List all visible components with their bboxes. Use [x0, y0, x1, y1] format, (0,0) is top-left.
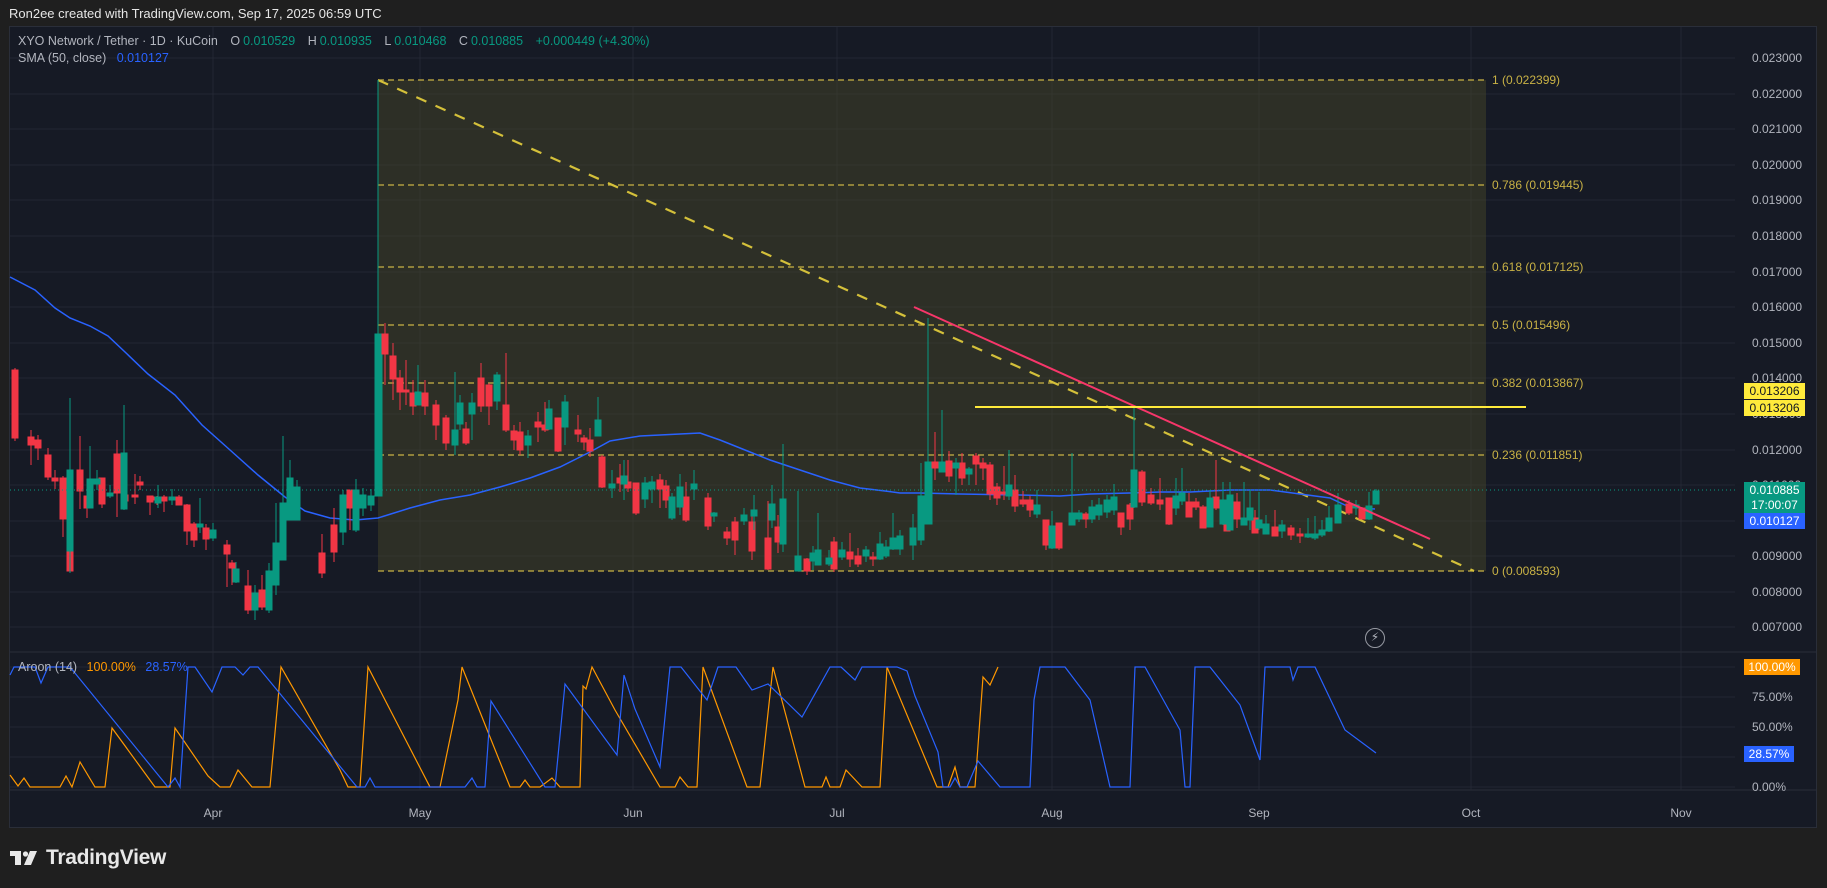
sma-line[interactable]: [9, 276, 1376, 521]
fib-label-0618: 0.618 (0.017125): [1492, 260, 1584, 274]
aroon-up-value: 100.00%: [86, 660, 136, 674]
close-value: 0.010885: [470, 34, 524, 48]
price-tick: 0.016000: [1752, 300, 1803, 314]
aroon-tick-75: 75.00%: [1752, 690, 1793, 704]
time-label-jul: Jul: [829, 806, 845, 820]
price-tick: 0.017000: [1752, 265, 1803, 279]
resistance-price-tag-2: 0.013206: [1744, 400, 1805, 416]
time-label-sep: Sep: [1248, 806, 1270, 820]
fib-levels[interactable]: [378, 79, 1486, 572]
high-value: 0.010935: [319, 34, 372, 48]
open-value: 0.010529: [243, 34, 296, 48]
low-value: 0.010468: [394, 34, 447, 48]
symbol-legend[interactable]: XYO Network / Tether · 1D · KuCoin O 0.01…: [18, 33, 653, 67]
price-tick: 0.015000: [1752, 336, 1803, 350]
resistance-price-tag: 0.013206: [1744, 383, 1805, 399]
time-label-nov: Nov: [1670, 806, 1692, 820]
aroon-grid: [10, 666, 1735, 788]
time-label-aug: Aug: [1041, 806, 1063, 820]
tradingview-logo[interactable]: TradingView: [10, 846, 166, 870]
fib-label-0382: 0.382 (0.013867): [1492, 376, 1584, 390]
lightning-icon[interactable]: ⚡: [1365, 628, 1385, 648]
price-tick: 0.014000: [1752, 371, 1803, 385]
price-tick: 0.023000: [1752, 51, 1803, 65]
tradingview-logo-icon: [10, 851, 37, 865]
price-tick: 0.018000: [1752, 229, 1803, 243]
aroon-down-value: 28.57%: [145, 660, 188, 674]
sma-price-tag: 0.010127: [1744, 513, 1805, 529]
time-label-jun: Jun: [623, 806, 643, 820]
price-tick: 0.008000: [1752, 585, 1803, 599]
close-label: C: [458, 34, 468, 48]
high-label: H: [307, 34, 317, 48]
price-tick: 0.019000: [1752, 193, 1803, 207]
fib-label-0786: 0.786 (0.019445): [1492, 178, 1584, 192]
price-grid: [10, 57, 1735, 628]
sma-label[interactable]: SMA (50, close): [18, 51, 107, 65]
chart-credit: Ron2ee created with TradingView.com, Sep…: [9, 6, 382, 21]
price-tick: 0.009000: [1752, 549, 1803, 563]
low-label: L: [384, 34, 392, 48]
time-grid: [212, 27, 1682, 790]
change-value: +0.000449 (+4.30%): [535, 34, 650, 48]
chart-frame[interactable]: [9, 26, 1817, 828]
time-label-apr: Apr: [203, 806, 223, 820]
price-tick: 0.012000: [1752, 443, 1803, 457]
price-tick: 0.020000: [1752, 158, 1803, 172]
aroon-down-tag: 28.57%: [1744, 746, 1794, 762]
aroon-tick-50: 50.00%: [1752, 720, 1793, 734]
symbol-title[interactable]: XYO Network / Tether · 1D · KuCoin: [18, 34, 218, 48]
fib-label-0236: 0.236 (0.011851): [1492, 448, 1583, 462]
fib-label-1: 1 (0.022399): [1492, 73, 1561, 87]
sma-value: 0.010127: [116, 51, 169, 65]
price-tick: 0.007000: [1752, 620, 1803, 634]
price-tick: 0.021000: [1752, 122, 1803, 136]
open-label: O: [230, 34, 241, 48]
last-price-tag: 0.010885: [1744, 482, 1805, 498]
time-label-may: May: [408, 806, 432, 820]
aroon-down-line: [9, 666, 1377, 790]
candlesticks[interactable]: [11, 80, 1380, 620]
aroon-up-tag: 100.00%: [1744, 659, 1800, 675]
time-label-oct: Oct: [1461, 806, 1481, 820]
descending-trendline[interactable]: [913, 306, 1431, 540]
aroon-label[interactable]: Aroon (14): [18, 660, 78, 674]
aroon-up-line: [9, 664, 999, 789]
aroon-legend[interactable]: Aroon (14) 100.00% 28.57%: [18, 660, 188, 674]
price-tick: 0.022000: [1752, 87, 1803, 101]
fib-label-05: 0.5 (0.015496): [1492, 318, 1571, 332]
aroon-tick-0: 0.00%: [1752, 780, 1787, 794]
tradingview-logo-text: TradingView: [46, 846, 167, 869]
fib-label-0: 0 (0.008593): [1492, 564, 1561, 578]
bar-countdown-tag: 17:00:07: [1744, 497, 1805, 513]
